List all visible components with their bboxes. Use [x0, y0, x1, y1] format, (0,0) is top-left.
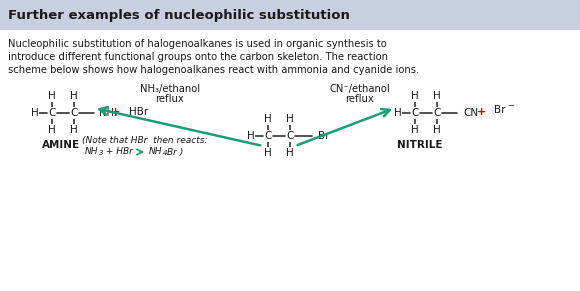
- Text: C: C: [433, 108, 441, 118]
- Text: H: H: [394, 108, 402, 118]
- Text: Further examples of nucleophilic substitution: Further examples of nucleophilic substit…: [8, 8, 350, 22]
- Text: H: H: [411, 125, 419, 135]
- Text: Br: Br: [494, 105, 506, 115]
- Text: C: C: [287, 131, 293, 141]
- Text: H: H: [264, 148, 272, 158]
- Text: Br: Br: [318, 131, 329, 141]
- Text: +: +: [111, 107, 121, 117]
- Text: NH₃/ethanol: NH₃/ethanol: [140, 84, 200, 94]
- Text: 3: 3: [99, 150, 103, 156]
- Text: H: H: [264, 114, 272, 124]
- Text: H: H: [70, 125, 78, 135]
- Text: Br ): Br ): [167, 148, 183, 157]
- Text: H: H: [433, 125, 441, 135]
- Text: Nucleophilic substitution of halogenoalkanes is used in organic synthesis to: Nucleophilic substitution of halogenoalk…: [8, 39, 387, 49]
- Text: H: H: [70, 91, 78, 101]
- Text: H: H: [411, 91, 419, 101]
- Text: 4: 4: [163, 150, 168, 156]
- Text: CN: CN: [463, 108, 478, 118]
- Text: NITRILE: NITRILE: [397, 140, 443, 150]
- Text: +: +: [476, 107, 485, 117]
- Text: C: C: [48, 108, 56, 118]
- Text: CN⁻/ethanol: CN⁻/ethanol: [329, 84, 390, 94]
- Text: C: C: [70, 108, 78, 118]
- Text: scheme below shows how halogenoalkanes react with ammonia and cyanide ions.: scheme below shows how halogenoalkanes r…: [8, 65, 419, 75]
- Text: introduce different functional groups onto the carbon skeleton. The reaction: introduce different functional groups on…: [8, 52, 388, 62]
- Text: H: H: [31, 108, 39, 118]
- Text: AMINE: AMINE: [42, 140, 80, 150]
- Text: reflux: reflux: [346, 94, 374, 104]
- Text: C: C: [264, 131, 271, 141]
- Text: NH: NH: [85, 148, 99, 157]
- Text: H: H: [433, 91, 441, 101]
- Text: (Note that HBr  then reacts:: (Note that HBr then reacts:: [82, 136, 208, 146]
- FancyBboxPatch shape: [0, 0, 580, 30]
- Text: C: C: [411, 108, 419, 118]
- Text: reflux: reflux: [155, 94, 184, 104]
- Text: NH: NH: [149, 148, 162, 157]
- Text: H: H: [286, 114, 294, 124]
- Text: H: H: [286, 148, 294, 158]
- Text: H: H: [48, 91, 56, 101]
- Text: H: H: [48, 125, 56, 135]
- Text: H: H: [247, 131, 255, 141]
- Text: + HBr: + HBr: [103, 148, 136, 157]
- Text: HBr: HBr: [129, 107, 148, 117]
- Text: NH₂: NH₂: [99, 108, 118, 118]
- Text: −: −: [507, 102, 514, 111]
